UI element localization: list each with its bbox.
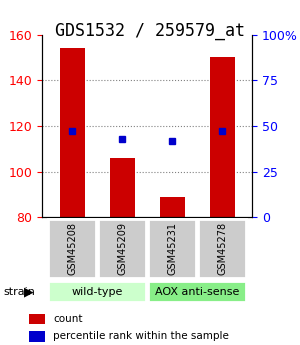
Bar (48, 219, 96, 278)
Bar (98, 219, 146, 278)
Text: GSM45208: GSM45208 (67, 222, 77, 275)
Bar (29, 331, 45, 342)
Text: GSM45231: GSM45231 (167, 222, 177, 275)
Text: percentile rank within the sample: percentile rank within the sample (53, 332, 229, 341)
Text: wild-type: wild-type (71, 287, 123, 296)
Text: AOX anti-sense: AOX anti-sense (155, 287, 239, 296)
Bar (160, 197, 184, 217)
Text: GDS1532 / 259579_at: GDS1532 / 259579_at (55, 22, 245, 40)
Bar (209, 57, 235, 217)
Text: GSM45209: GSM45209 (117, 222, 127, 275)
Bar (59, 48, 85, 217)
Bar (198, 219, 246, 278)
Text: GSM45278: GSM45278 (217, 222, 227, 275)
Bar (148, 281, 246, 302)
Text: ▶: ▶ (24, 285, 33, 298)
Bar (110, 158, 134, 217)
Bar (29, 314, 45, 324)
Text: count: count (53, 314, 82, 324)
Bar (148, 219, 196, 278)
Text: strain: strain (3, 287, 35, 296)
Bar (48, 281, 146, 302)
